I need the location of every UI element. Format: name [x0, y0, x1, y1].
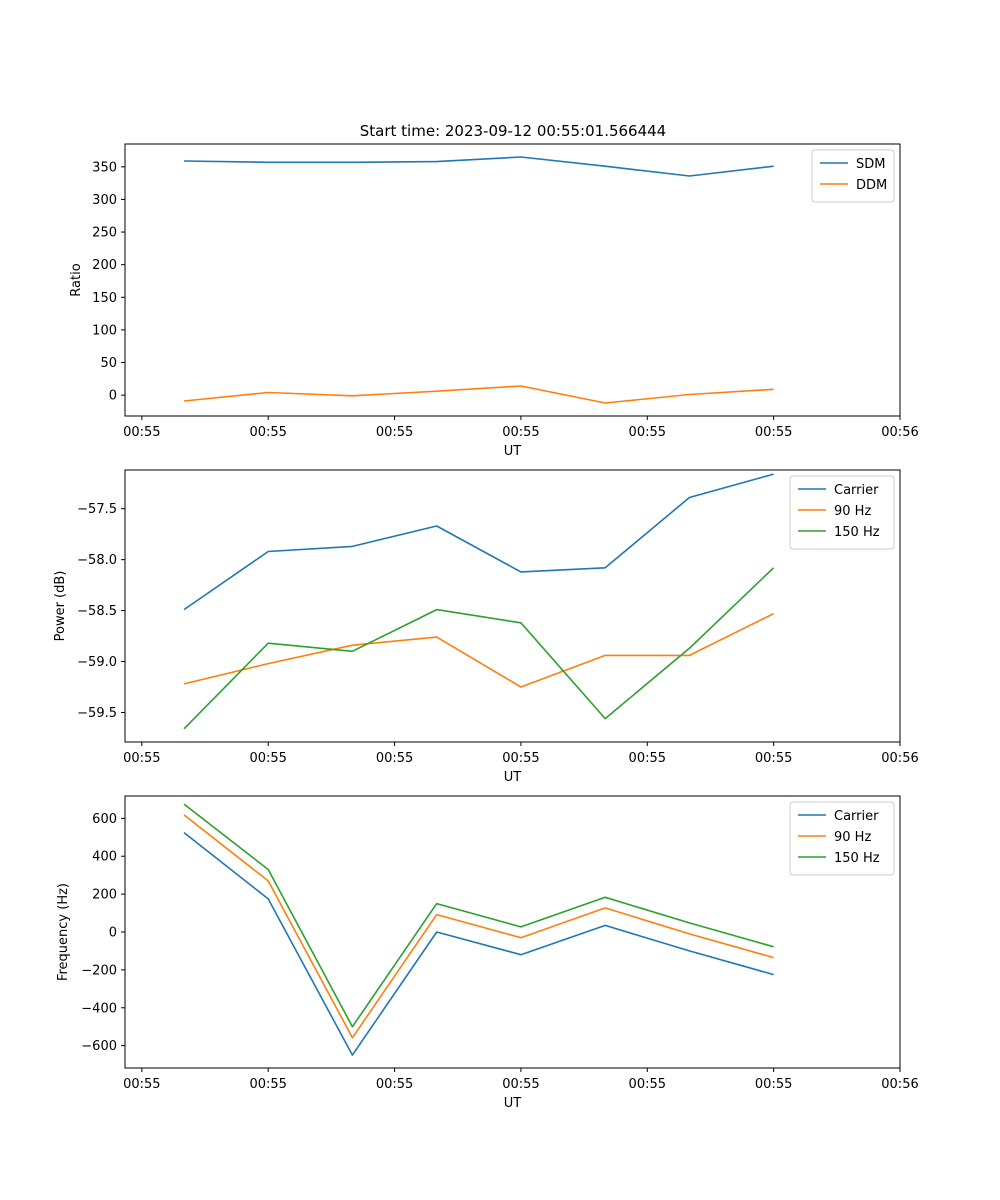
ratio-legend-label: SDM — [856, 157, 885, 172]
ratio-panel: 0 50 100 150 200 250 300 350 00:55 00:55 00:55 00:5… — [69, 143, 919, 459]
frequency-x-tick-label: 00:55 — [629, 1077, 666, 1092]
frequency-y-tick-label: −600 — [81, 1039, 117, 1054]
power-legend: Carrier 90 Hz 150 Hz — [789, 475, 895, 550]
ratio-y-tick-label: 250 — [92, 226, 117, 241]
frequency-y-tick-label: 400 — [92, 850, 117, 865]
ratio-y-axis-label: Ratio — [69, 263, 84, 296]
frequency-legend-label: 150 Hz — [834, 851, 880, 866]
ratio-y-tick-label: 300 — [92, 193, 117, 208]
ratio-y-tick-label: 0 — [109, 389, 117, 404]
ratio-x-tick-label: 00:55 — [629, 425, 666, 440]
ratio-series-line-ddm — [183, 385, 774, 404]
ratio-y-tick-label: 100 — [92, 323, 117, 338]
power-series-line-carrier — [183, 473, 774, 611]
power-x-tick-label: 00:55 — [502, 751, 539, 766]
chart-title: Start time: 2023-09-12 00:55:01.566444 — [360, 122, 666, 140]
frequency-x-axis-label: UT — [504, 1096, 522, 1111]
power-y-tick-label: −57.5 — [77, 502, 117, 517]
ratio-x-axis-label: UT — [504, 444, 522, 459]
power-x-tick-label: 00:55 — [123, 751, 160, 766]
ratio-y-tick-label: 350 — [92, 160, 117, 175]
frequency-y-tick-label: −400 — [81, 1001, 117, 1016]
power-y-axis-label: Power (dB) — [53, 571, 68, 642]
frequency-series-line-90-hz — [183, 814, 774, 1039]
ratio-x-tick-label: 00:55 — [123, 425, 160, 440]
frequency-series-line-carrier — [183, 831, 774, 1056]
frequency-y-tick-label: −200 — [81, 963, 117, 978]
power-panel: −59.5 −59.0 −58.5 −58.0 −57.5 00:55 00:55 00:55… — [53, 469, 919, 785]
ratio-x-tick-label: 00:55 — [755, 425, 792, 440]
power-axes-frame — [124, 469, 901, 743]
ratio-y-tick-label: 50 — [100, 356, 117, 371]
power-y-tick-label: −58.0 — [77, 553, 117, 568]
frequency-legend-label: 90 Hz — [834, 830, 871, 845]
frequency-legend-label: Carrier — [834, 809, 879, 824]
frequency-y-tick-label: 600 — [92, 812, 117, 827]
frequency-series-line-150-hz — [183, 803, 774, 1028]
ratio-y-tick-label: 150 — [92, 291, 117, 306]
power-y-tick-label: −59.0 — [77, 655, 117, 670]
power-y-tick-label: −58.5 — [77, 604, 117, 619]
frequency-y-tick-label: 0 — [109, 926, 117, 941]
power-x-axis-label: UT — [504, 770, 522, 785]
ratio-legend: SDM DDM — [811, 149, 895, 203]
frequency-panel: −600 −400 −200 0 200 400 600 00:55 00:55 00:55 00:… — [56, 795, 919, 1111]
power-x-tick-label: 00:56 — [881, 751, 918, 766]
frequency-x-tick-label: 00:55 — [376, 1077, 413, 1092]
ratio-x-tick-label: 00:55 — [502, 425, 539, 440]
power-x-tick-label: 00:55 — [755, 751, 792, 766]
power-series-line-150-hz — [183, 567, 775, 730]
frequency-y-axis-label: Frequency (Hz) — [56, 883, 71, 981]
frequency-x-tick-label: 00:55 — [502, 1077, 539, 1092]
power-legend-label: Carrier — [834, 483, 879, 498]
power-legend-label: 150 Hz — [834, 525, 880, 540]
frequency-x-tick-label: 00:56 — [881, 1077, 918, 1092]
frequency-legend: Carrier 90 Hz 150 Hz — [789, 801, 895, 876]
ratio-legend-label: DDM — [856, 178, 887, 193]
power-y-tick-label: −59.5 — [77, 706, 117, 721]
ratio-axes-frame — [124, 143, 901, 417]
power-x-tick-label: 00:55 — [629, 751, 666, 766]
power-x-tick-label: 00:55 — [249, 751, 286, 766]
power-legend-label: 90 Hz — [834, 504, 871, 519]
frequency-x-tick-label: 00:55 — [249, 1077, 286, 1092]
ratio-x-tick-label: 00:55 — [249, 425, 286, 440]
power-series-line-90-hz — [183, 612, 774, 688]
ratio-y-tick-label: 200 — [92, 258, 117, 273]
frequency-x-tick-label: 00:55 — [755, 1077, 792, 1092]
frequency-y-tick-label: 200 — [92, 888, 117, 903]
frequency-x-tick-label: 00:55 — [123, 1077, 160, 1092]
ratio-series-line-sdm — [183, 156, 774, 177]
power-x-tick-label: 00:55 — [376, 751, 413, 766]
ratio-x-tick-label: 00:56 — [881, 425, 918, 440]
ratio-x-tick-label: 00:55 — [376, 425, 413, 440]
